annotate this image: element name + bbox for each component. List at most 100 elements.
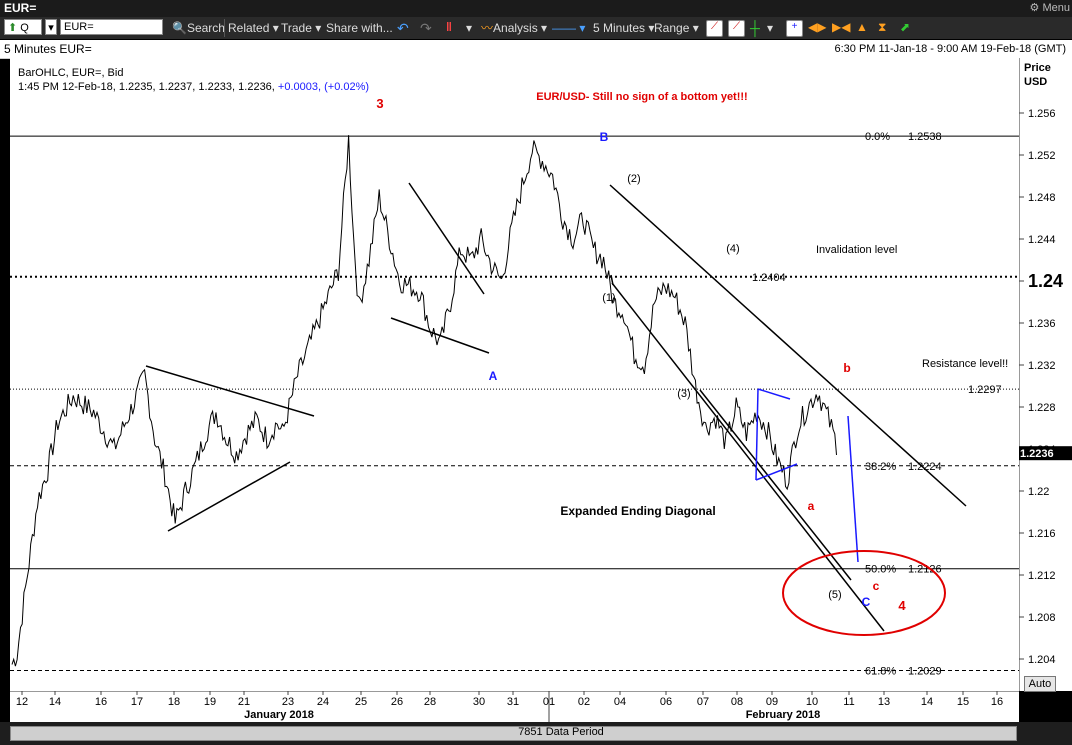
- share-menu[interactable]: Share with...: [326, 20, 393, 36]
- time-axis[interactable]: [10, 691, 1019, 722]
- y-tick-label: 1.216: [1028, 528, 1056, 540]
- fib-pct-label: 38.2%: [865, 461, 896, 473]
- window-menu[interactable]: ⚙ Menu: [1030, 1, 1070, 14]
- menu-label[interactable]: Menu: [1042, 2, 1070, 14]
- auto-scale-button[interactable]: Auto: [1024, 676, 1056, 692]
- x-group-label: February 2018: [746, 709, 821, 721]
- plot-area[interactable]: [10, 58, 1019, 691]
- line-chart-icon[interactable]: ⟋: [706, 20, 723, 37]
- crosshair-icon[interactable]: ┼: [750, 20, 760, 36]
- quote-box[interactable]: ⬆ Q: [4, 19, 42, 35]
- reset-zoom-icon[interactable]: ⬈: [900, 20, 911, 34]
- last-price-label: 1.2236: [1020, 448, 1054, 460]
- compress-vertical-icon[interactable]: ⧗: [878, 20, 887, 34]
- fib-value-label: 1.2029: [908, 666, 942, 678]
- x-tick-label: 07: [697, 696, 709, 708]
- x-tick-label: 08: [731, 696, 743, 708]
- diagonal-upper-line: [609, 184, 967, 507]
- time-scrollbar[interactable]: 7851 Data Period: [10, 726, 1017, 741]
- fib-value-label: 1.2126: [908, 564, 942, 576]
- range-menu[interactable]: Range ▾: [654, 21, 699, 35]
- wave-annotation: B: [600, 130, 609, 144]
- fib-pct-label: 50.0%: [865, 564, 896, 576]
- y-tick-label: 1.22: [1028, 486, 1049, 498]
- wave-annotation: b: [843, 361, 850, 375]
- x-tick-label: 24: [317, 696, 329, 708]
- inner-wave-line: [699, 389, 852, 581]
- target-zone-ellipse: [782, 550, 946, 636]
- level-value-label: 1.2404: [752, 272, 786, 284]
- x-tick-label: 28: [424, 696, 436, 708]
- flag-lower-line: [390, 317, 490, 354]
- zoom-in-icon[interactable]: +: [786, 20, 803, 37]
- y-tick-label: 1.228: [1028, 402, 1056, 414]
- chart-info: BarOHLC, EUR=, Bid 1:45 PM 12-Feb-18, 1.…: [18, 66, 369, 94]
- diagonal-lower-line: [611, 282, 885, 632]
- y-tick-label: 1.204: [1028, 654, 1056, 666]
- y-tick-label: 1.252: [1028, 150, 1056, 162]
- line-style-icon[interactable]: —— ▾: [552, 21, 586, 35]
- fib-value-label: 1.2538: [908, 131, 942, 143]
- fib-value-label: 1.2224: [908, 461, 942, 473]
- series-info: BarOHLC, EUR=, Bid: [18, 67, 124, 79]
- gear-icon[interactable]: ⚙: [1029, 2, 1040, 14]
- y-tick-label: 1.236: [1028, 318, 1056, 330]
- y-tick-label: 1.232: [1028, 360, 1056, 372]
- projection-line: [847, 415, 859, 563]
- bar-chart-type-icon[interactable]: ‖: [446, 20, 452, 34]
- related-label: Related: [228, 21, 270, 35]
- bar-change: +0.0003, (+0.02%): [277, 81, 370, 93]
- up-arrow-icon: ⬆: [8, 22, 18, 34]
- data-period: 7851 Data Period: [518, 726, 604, 738]
- related-menu[interactable]: Related ▾: [228, 21, 279, 35]
- price-axis[interactable]: [1019, 58, 1072, 691]
- wave-annotation: A: [489, 369, 498, 383]
- x-tick-label: 09: [766, 696, 778, 708]
- expand-vertical-icon[interactable]: ▲: [856, 20, 868, 34]
- x-tick-label: 19: [204, 696, 216, 708]
- date-range: 6:30 PM 11-Jan-18 - 9:00 AM 19-Feb-18 (G…: [834, 43, 1067, 55]
- compare-chart-icon[interactable]: ⟋: [728, 20, 745, 37]
- ric-input[interactable]: [60, 19, 163, 35]
- chart-type-dropdown[interactable]: ▾: [466, 21, 473, 35]
- flag-upper-line: [408, 182, 485, 295]
- wave-annotation: a: [808, 499, 815, 513]
- quote-dropdown-icon[interactable]: ▾: [45, 19, 57, 35]
- wave-annotation: (3): [677, 388, 690, 400]
- x-tick-label: 23: [282, 696, 294, 708]
- triangle-upper-line: [145, 365, 315, 417]
- toolbar: ⬆ Q ▾ 🔍Search Related ▾ Trade ▾ Share wi…: [0, 17, 1072, 39]
- x-tick-label: 04: [614, 696, 626, 708]
- search-icon: 🔍: [172, 21, 187, 35]
- scroll-left-icon[interactable]: ◀▶: [808, 20, 827, 34]
- redo-icon[interactable]: ↷: [420, 20, 432, 36]
- x-group-label: January 2018: [244, 709, 314, 721]
- crosshair-dropdown[interactable]: ▾: [767, 21, 774, 35]
- chart-title: EUR/USD- Still no sign of a bottom yet!!…: [536, 91, 747, 103]
- search-label: Search: [186, 21, 225, 35]
- price-series: [11, 135, 837, 667]
- level-note-label: Invalidation level: [816, 244, 897, 256]
- last-price-tag: [1019, 446, 1072, 461]
- search-button[interactable]: 🔍Search: [172, 20, 225, 36]
- interval-menu[interactable]: 5 Minutes ▾: [593, 21, 655, 35]
- fib-pct-label: 0.0%: [865, 131, 890, 143]
- x-tick-label: 10: [806, 696, 818, 708]
- analysis-menu[interactable]: 〰Analysis ▾: [481, 21, 548, 35]
- x-tick-label: 11: [843, 696, 854, 708]
- toolbar-divider: [224, 19, 225, 37]
- y-tick-label: 1.212: [1028, 570, 1056, 582]
- y-tick-label: 1.248: [1028, 192, 1056, 204]
- wave-annotation: (1): [602, 292, 615, 304]
- x-tick-label: 06: [660, 696, 672, 708]
- wave-annotation: Expanded Ending Diagonal: [560, 504, 715, 518]
- y-tick-label: 1.256: [1028, 108, 1056, 120]
- x-tick-label: 14: [921, 696, 933, 708]
- x-tick-label: 25: [355, 696, 367, 708]
- scroll-right-icon[interactable]: ▶◀: [832, 20, 851, 34]
- fib-pct-label: 61.8%: [865, 666, 896, 678]
- trade-menu[interactable]: Trade ▾: [281, 21, 322, 35]
- undo-icon[interactable]: ↶: [397, 20, 409, 36]
- wave-annotation: (2): [627, 173, 640, 185]
